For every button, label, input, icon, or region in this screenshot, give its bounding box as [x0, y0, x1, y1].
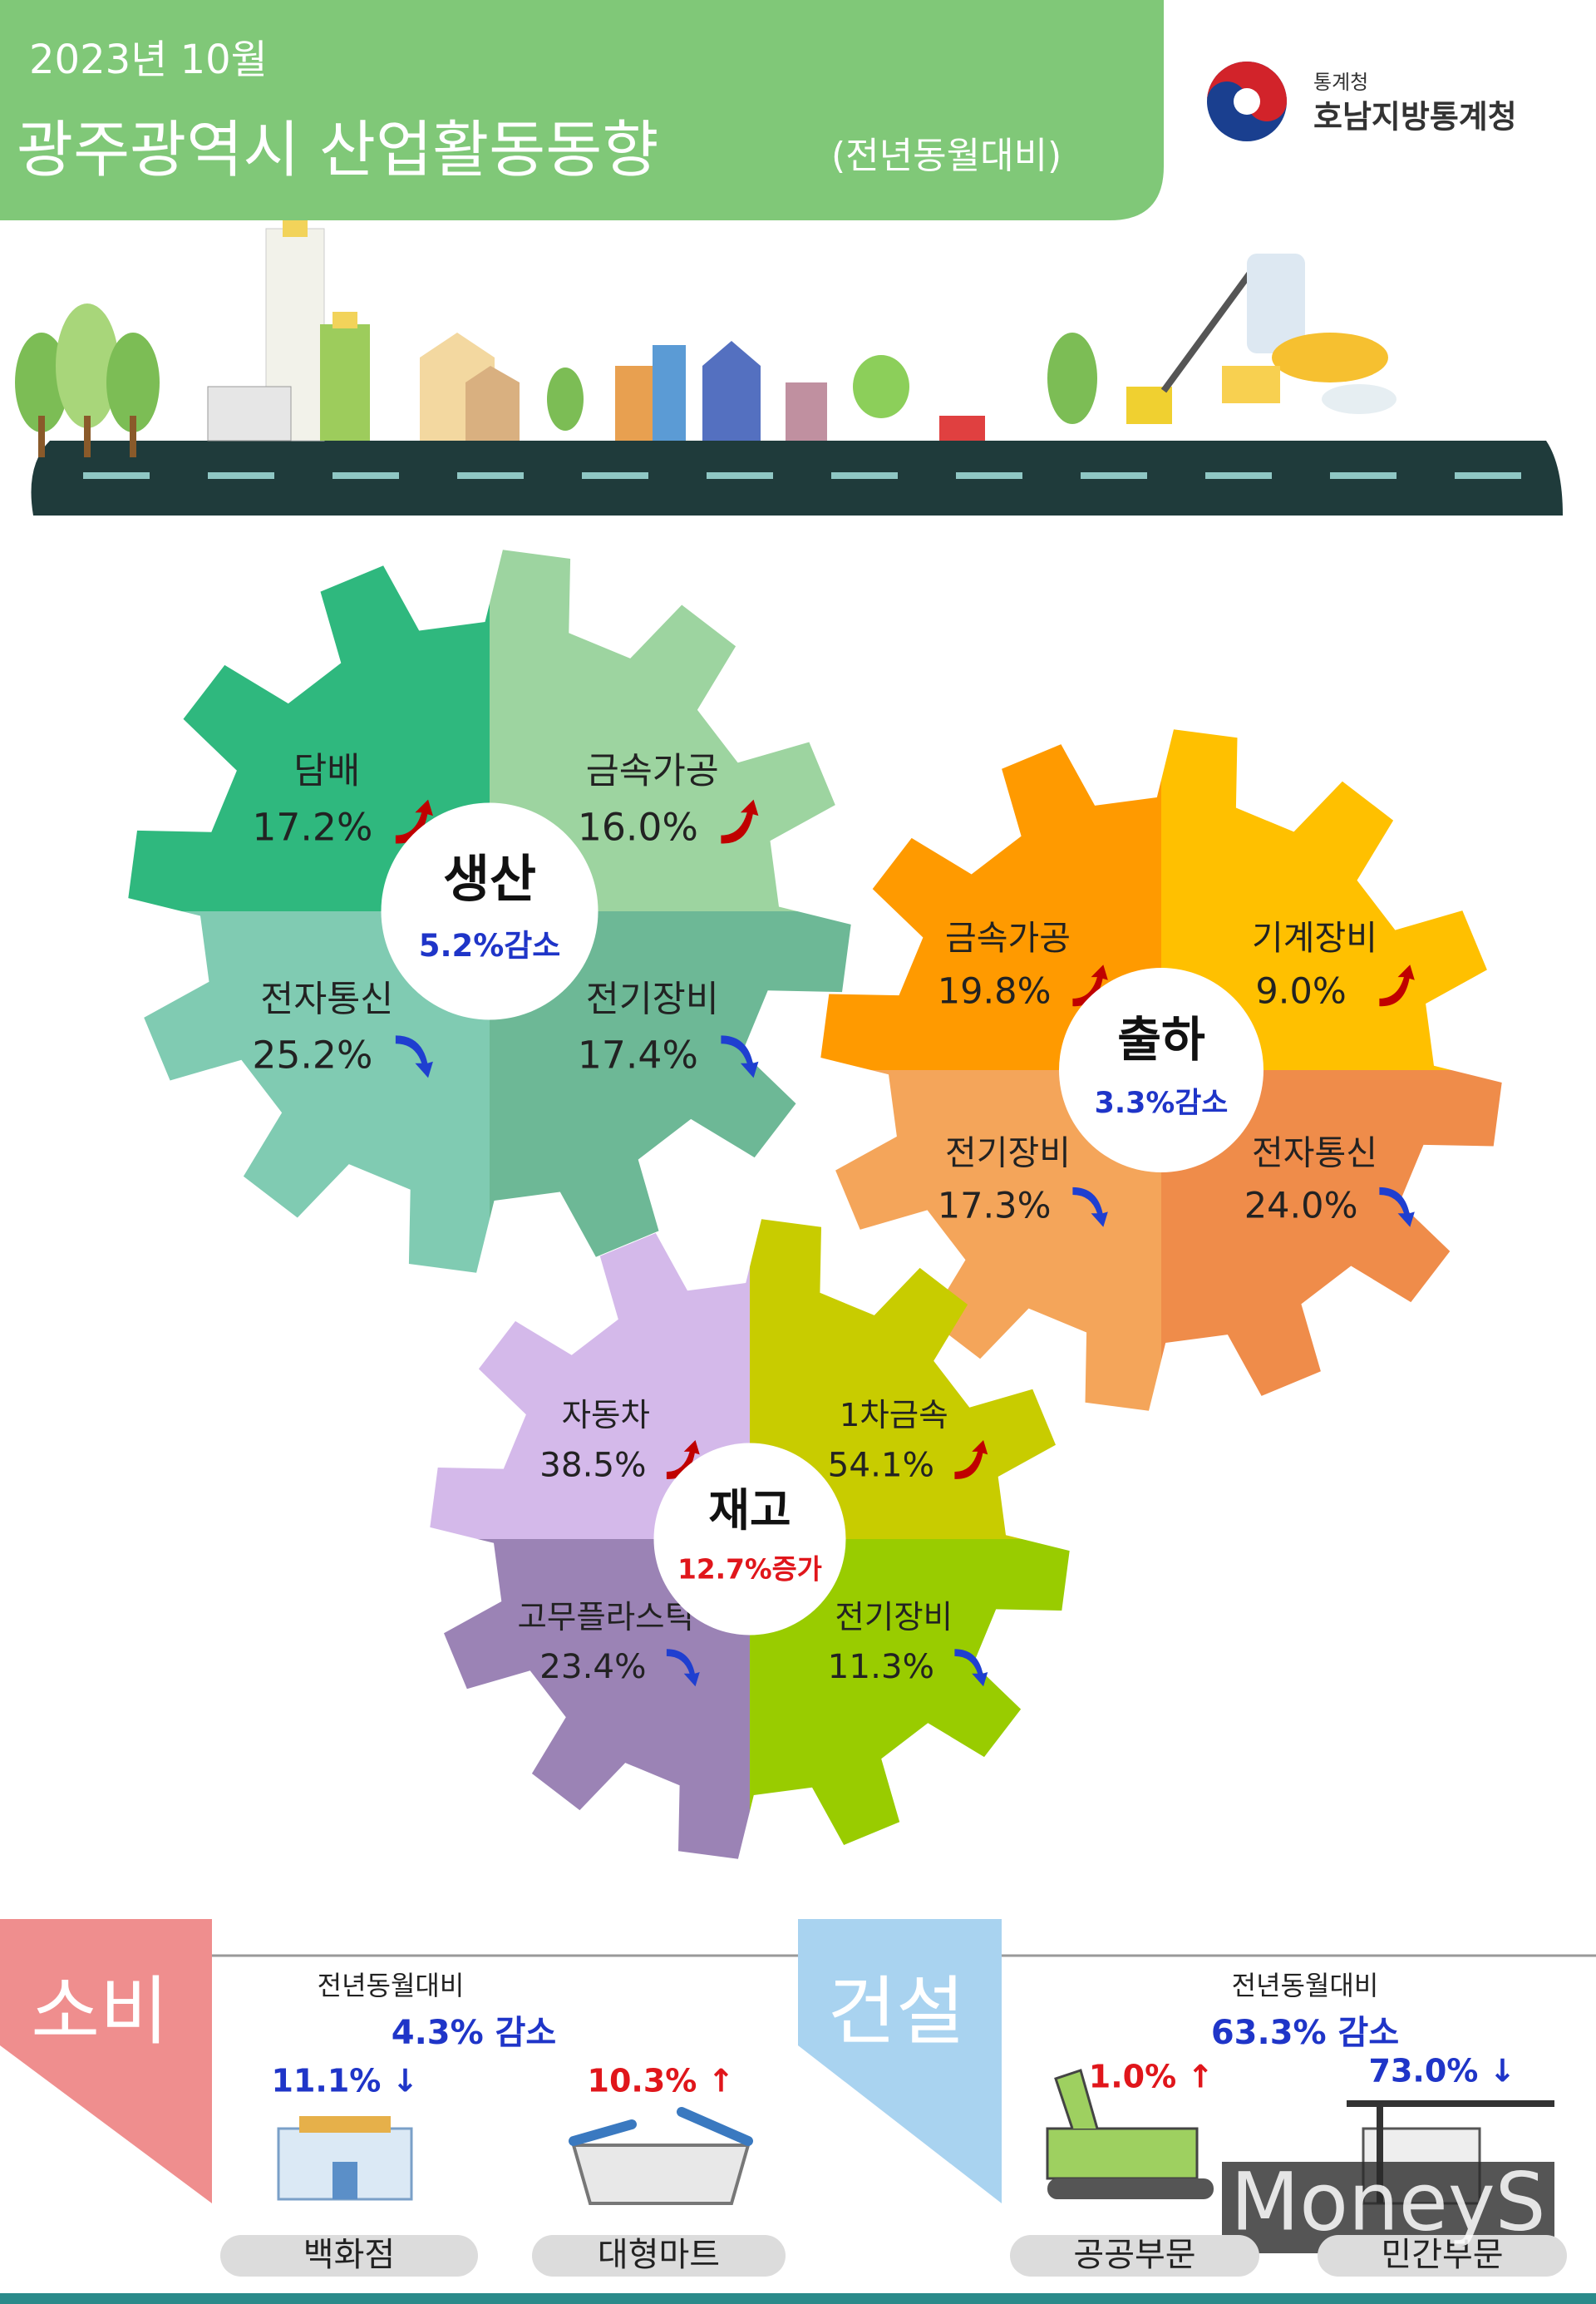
- buildings: [207, 220, 1396, 442]
- footer-bar: [0, 2293, 1596, 2304]
- gear-label: 생산: [443, 850, 536, 909]
- item-name: 백화점: [303, 2236, 395, 2274]
- header-title: 광주광역시 산업활동동향: [17, 115, 658, 186]
- trend-arrow: [1379, 1187, 1415, 1227]
- section-caption: 전년동월대비: [318, 1970, 465, 2001]
- item-value: 1.0% ↑: [1089, 2059, 1214, 2095]
- gear: 금속가공 19.8% 기계장비 9.0% 전기장비 17.3% 전자통신 24.0% 출하 3.3…: [820, 729, 1502, 1411]
- item-name: 전기장비: [586, 979, 719, 1020]
- item-pill: [532, 2235, 786, 2277]
- gear-segment: [430, 1233, 750, 1539]
- icon-basket: [569, 2107, 753, 2205]
- icon-store: [277, 2116, 413, 2201]
- item-name: 전기장비: [835, 1599, 953, 1636]
- item-value: 19.8%: [938, 970, 1052, 1012]
- item-name: 전자통신: [260, 979, 393, 1020]
- trend-arrow: [666, 1440, 700, 1479]
- item-name: 기계장비: [1252, 918, 1377, 958]
- item-value: 9.0%: [1255, 970, 1346, 1012]
- gears: 담배 17.2% 금속가공 16.0% 전자통신 25.2% 전기장비 17.4% 생산 5.2%…: [128, 550, 1502, 1859]
- item-value: 17.2%: [252, 806, 372, 850]
- header-subtitle: (전년동월대비): [831, 135, 1062, 177]
- trend-arrow: [1379, 965, 1415, 1007]
- item-name: 금속가공: [586, 751, 719, 792]
- gear-hub: [381, 802, 598, 1020]
- item-pill: [1318, 2235, 1567, 2277]
- trend-arrow: [395, 1035, 433, 1078]
- item-name: 전자통신: [1252, 1133, 1377, 1173]
- gear-hub: [653, 1443, 846, 1635]
- item-value: 24.0%: [1244, 1186, 1358, 1227]
- gear-summary: 12.7%증가: [677, 1554, 822, 1586]
- item-value: 11.3%: [828, 1646, 934, 1686]
- gear-summary: 3.3%감소: [1095, 1087, 1229, 1120]
- trend-arrow: [721, 799, 759, 844]
- item-value: 17.4%: [578, 1034, 698, 1078]
- gear-label: 출하: [1117, 1012, 1205, 1068]
- item-value: 73.0% ↓: [1369, 2053, 1516, 2089]
- gear: 담배 17.2% 금속가공 16.0% 전자통신 25.2% 전기장비 17.4% 생산 5.2%…: [128, 550, 851, 1273]
- gear-segment: [128, 565, 490, 911]
- gear-segment: [1161, 1070, 1502, 1396]
- item-value: 16.0%: [578, 806, 698, 850]
- section-label: 건설: [827, 1968, 965, 2055]
- item-value: 11.1% ↓: [272, 2063, 419, 2099]
- gear-segment: [144, 911, 490, 1273]
- header-date: 2023년 10월: [29, 37, 268, 83]
- trend-arrow: [666, 1649, 700, 1687]
- gear-summary: 5.2%감소: [419, 928, 561, 964]
- road-dashes: [83, 472, 1521, 479]
- section-caption: 전년동월대비: [1232, 1970, 1379, 2001]
- agency-name: 호남지방통계청: [1313, 99, 1517, 136]
- gear-hub: [1059, 968, 1264, 1172]
- item-name: 공공부문: [1073, 2236, 1195, 2274]
- item-name: 금속가공: [945, 918, 1071, 958]
- agency-small: 통계청: [1313, 71, 1368, 94]
- agency-logo: [1207, 62, 1287, 141]
- trend-arrow: [954, 1649, 988, 1687]
- header-banner: [0, 0, 1164, 220]
- item-value: 23.4%: [539, 1646, 646, 1686]
- gear-label: 재고: [708, 1484, 791, 1537]
- gear-segment: [490, 911, 851, 1257]
- item-name: 민간부문: [1381, 2236, 1503, 2274]
- trend-arrow: [954, 1440, 988, 1479]
- item-value: 38.5%: [539, 1444, 646, 1484]
- item-value: 17.3%: [938, 1186, 1052, 1227]
- item-name: 고무플라스틱: [517, 1599, 694, 1636]
- watermark: MoneyS: [1230, 2155, 1545, 2248]
- gear-segment: [835, 1070, 1161, 1411]
- section-label: 소비: [31, 1968, 169, 2055]
- trees: [15, 303, 1097, 457]
- section-summary: 63.3% 감소: [1211, 2014, 1399, 2052]
- item-name: 대형마트: [598, 2236, 720, 2274]
- item-value: 54.1%: [828, 1444, 934, 1484]
- item-name: 담배: [293, 751, 360, 792]
- item-name: 1차금속: [840, 1397, 948, 1434]
- trend-arrow: [395, 799, 433, 844]
- item-name: 전기장비: [945, 1133, 1071, 1173]
- icon-excavator: [1046, 2069, 1214, 2199]
- item-pill: [1010, 2235, 1259, 2277]
- item-name: 자동차: [562, 1397, 650, 1434]
- gear: 자동차 38.5% 1차금속 54.1% 고무플라스틱 23.4% 전기장비 11.3% 재고 1…: [430, 1219, 1070, 1859]
- road-scene: [15, 220, 1563, 516]
- trend-arrow: [721, 1035, 759, 1078]
- section-flag: [0, 1919, 212, 2203]
- trend-arrow: [1072, 1187, 1108, 1227]
- gear-segment: [820, 744, 1161, 1070]
- gear-segment: [444, 1539, 750, 1859]
- section-flag: [798, 1919, 1002, 2203]
- item-pill: [220, 2235, 478, 2277]
- item-value: 25.2%: [252, 1034, 372, 1078]
- trend-arrow: [1072, 965, 1108, 1007]
- item-value: 10.3% ↑: [588, 2063, 735, 2099]
- section-summary: 4.3% 감소: [392, 2014, 556, 2052]
- road: [31, 441, 1563, 516]
- gear-segment: [750, 1539, 1070, 1845]
- logo-mark: [1234, 88, 1260, 115]
